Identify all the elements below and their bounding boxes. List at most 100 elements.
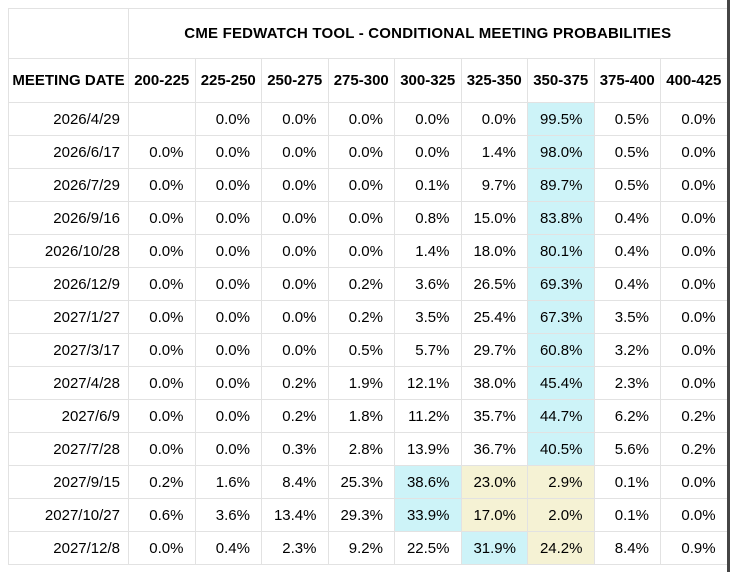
conditional-meeting-probabilities-table: CME FEDWATCH TOOL - CONDITIONAL MEETING …	[8, 8, 728, 565]
probability-cell: 35.7%	[460, 399, 528, 433]
column-header-row: MEETING DATE 200-225 225-250 250-275 275-30…	[8, 58, 728, 103]
probability-cell: 0.5%	[593, 135, 661, 169]
probability-cell: 2.3%	[261, 531, 329, 565]
probability-cell: 0.0%	[660, 234, 728, 268]
probability-cell: 0.0%	[194, 267, 262, 301]
table-row: 2027/9/15 0.2% 1.6% 8.4% 25.3% 38.6% 23.0% 2.9%…	[8, 465, 728, 499]
rate-bin-header: 325-350	[460, 58, 528, 103]
probability-cell: 0.0%	[261, 168, 329, 202]
probability-cell: 0.0%	[660, 201, 728, 235]
probability-cell: 0.0%	[128, 201, 196, 235]
probability-cell: 3.2%	[593, 333, 661, 367]
table-row: 2027/4/28 0.0% 0.0% 0.2% 1.9% 12.1% 38.0% 45.4%…	[8, 366, 728, 400]
probability-cell: 0.0%	[194, 399, 262, 433]
table-row: 2027/7/28 0.0% 0.0% 0.3% 2.8% 13.9% 36.7% 40.5%…	[8, 432, 728, 466]
probability-cell: 26.5%	[460, 267, 528, 301]
probability-cell: 0.0%	[660, 465, 728, 499]
rate-bin-header: 225-250	[194, 58, 262, 103]
meeting-date-cell: 2026/4/29	[8, 102, 129, 136]
probability-cell: 38.0%	[460, 366, 528, 400]
probability-cell: 8.4%	[593, 531, 661, 565]
probability-cell: 0.0%	[194, 135, 262, 169]
probability-cell: 0.1%	[593, 465, 661, 499]
rate-bin-header: 300-325	[394, 58, 462, 103]
probability-cell: 0.0%	[194, 234, 262, 268]
table-title: CME FEDWATCH TOOL - CONDITIONAL MEETING …	[128, 8, 728, 59]
probability-cell	[128, 102, 196, 136]
probability-cell: 0.0%	[261, 300, 329, 334]
probability-cell: 0.3%	[261, 432, 329, 466]
table-row: 2027/1/27 0.0% 0.0% 0.0% 0.2% 3.5% 25.4% 67.3% 3…	[8, 300, 728, 334]
probability-cell: 0.0%	[128, 135, 196, 169]
probability-cell: 11.2%	[394, 399, 462, 433]
table-row: 2026/9/16 0.0% 0.0% 0.0% 0.0% 0.8% 15.0% 83.8% 0…	[8, 201, 728, 235]
probability-cell: 0.0%	[660, 366, 728, 400]
probability-cell: 0.4%	[194, 531, 262, 565]
probability-cell: 0.2%	[261, 366, 329, 400]
probability-cell: 9.2%	[327, 531, 395, 565]
probability-cell: 0.0%	[128, 366, 196, 400]
probability-cell: 0.0%	[194, 201, 262, 235]
probability-cell: 1.4%	[460, 135, 528, 169]
probability-cell: 0.5%	[327, 333, 395, 367]
probability-cell: 22.5%	[394, 531, 462, 565]
probability-cell: 13.9%	[394, 432, 462, 466]
table-row: 2026/12/9 0.0% 0.0% 0.0% 0.2% 3.6% 26.5% 69.3% 0…	[8, 267, 728, 301]
probability-cell: 0.0%	[327, 135, 395, 169]
probability-cell: 0.1%	[593, 498, 661, 532]
meeting-date-cell: 2026/7/29	[8, 168, 129, 202]
probability-cell: 0.0%	[660, 498, 728, 532]
probability-cell: 13.4%	[261, 498, 329, 532]
table-row: 2026/7/29 0.0% 0.0% 0.0% 0.0% 0.1% 9.7% 89.7% 0.…	[8, 168, 728, 202]
probability-cell: 0.0%	[194, 102, 262, 136]
probability-cell: 0.0%	[660, 135, 728, 169]
probability-cell: 0.0%	[128, 234, 196, 268]
probability-cell: 29.7%	[460, 333, 528, 367]
probability-cell: 0.5%	[593, 168, 661, 202]
probability-cell: 1.6%	[194, 465, 262, 499]
probability-cell: 24.2%	[527, 531, 595, 565]
probability-cell: 45.4%	[527, 366, 595, 400]
probability-cell: 0.0%	[128, 168, 196, 202]
probability-cell: 0.0%	[261, 234, 329, 268]
meeting-date-cell: 2026/12/9	[8, 267, 129, 301]
probability-cell: 0.0%	[128, 333, 196, 367]
probability-cell: 0.0%	[327, 234, 395, 268]
probability-cell: 0.0%	[394, 102, 462, 136]
probability-cell: 0.2%	[128, 465, 196, 499]
meeting-date-cell: 2027/9/15	[8, 465, 129, 499]
probability-cell: 0.0%	[327, 201, 395, 235]
meeting-date-cell: 2027/3/17	[8, 333, 129, 367]
table-title-row: CME FEDWATCH TOOL - CONDITIONAL MEETING …	[8, 8, 728, 59]
probability-cell: 0.0%	[394, 135, 462, 169]
rate-bin-header: 350-375	[527, 58, 595, 103]
table-row: 2026/10/28 0.0% 0.0% 0.0% 0.0% 1.4% 18.0% 80.1%…	[8, 234, 728, 268]
probability-cell: 69.3%	[527, 267, 595, 301]
probability-cell: 40.5%	[527, 432, 595, 466]
probability-cell: 0.0%	[660, 333, 728, 367]
rate-bin-header: 275-300	[327, 58, 395, 103]
probability-cell: 0.4%	[593, 234, 661, 268]
probability-cell: 3.6%	[394, 267, 462, 301]
probability-cell: 80.1%	[527, 234, 595, 268]
probability-cell: 83.8%	[527, 201, 595, 235]
probability-cell: 0.9%	[660, 531, 728, 565]
probability-cell: 38.6%	[394, 465, 462, 499]
probability-cell: 9.7%	[460, 168, 528, 202]
table-row: 2027/12/8 0.0% 0.4% 2.3% 9.2% 22.5% 31.9% 24.2%…	[8, 531, 728, 565]
probability-cell: 0.2%	[660, 399, 728, 433]
probability-cell: 1.4%	[394, 234, 462, 268]
probability-cell: 2.0%	[527, 498, 595, 532]
probability-cell: 15.0%	[460, 201, 528, 235]
corner-cell	[8, 8, 129, 59]
probability-cell: 0.0%	[460, 102, 528, 136]
probability-cell: 0.0%	[128, 531, 196, 565]
probability-cell: 0.0%	[261, 333, 329, 367]
probability-cell: 0.0%	[261, 102, 329, 136]
meeting-date-cell: 2027/7/28	[8, 432, 129, 466]
probability-cell: 0.0%	[660, 168, 728, 202]
table-row: 2026/4/29 0.0% 0.0% 0.0% 0.0% 0.0% 99.5% 0.5% 0.…	[8, 102, 728, 136]
probability-cell: 0.2%	[327, 267, 395, 301]
probability-cell: 44.7%	[527, 399, 595, 433]
meeting-date-header: MEETING DATE	[8, 58, 129, 103]
